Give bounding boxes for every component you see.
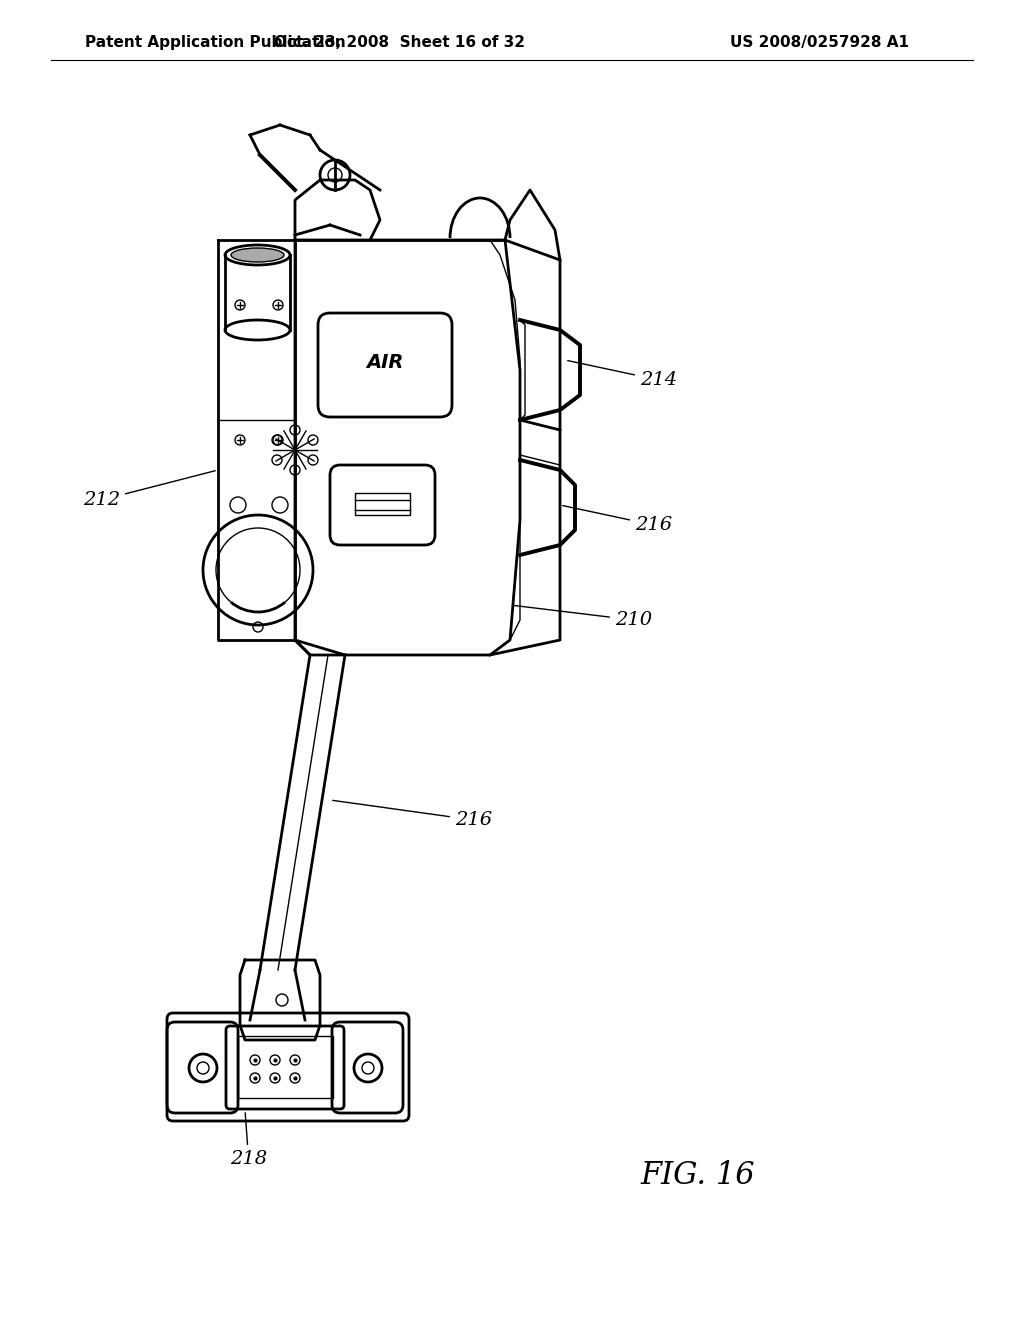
Text: 210: 210 bbox=[513, 606, 652, 630]
Bar bbox=[238, 1036, 333, 1098]
Text: 218: 218 bbox=[230, 1113, 267, 1168]
Ellipse shape bbox=[231, 248, 284, 261]
Text: 216: 216 bbox=[563, 506, 672, 535]
Text: Oct. 23, 2008  Sheet 16 of 32: Oct. 23, 2008 Sheet 16 of 32 bbox=[274, 36, 525, 50]
Text: Patent Application Publication: Patent Application Publication bbox=[85, 36, 346, 50]
Text: 214: 214 bbox=[567, 360, 677, 389]
Text: AIR: AIR bbox=[367, 352, 403, 371]
Text: 216: 216 bbox=[333, 800, 493, 829]
Text: US 2008/0257928 A1: US 2008/0257928 A1 bbox=[730, 36, 909, 50]
Text: 212: 212 bbox=[83, 471, 215, 510]
Text: FIG. 16: FIG. 16 bbox=[640, 1159, 755, 1191]
Bar bbox=[355, 492, 410, 515]
